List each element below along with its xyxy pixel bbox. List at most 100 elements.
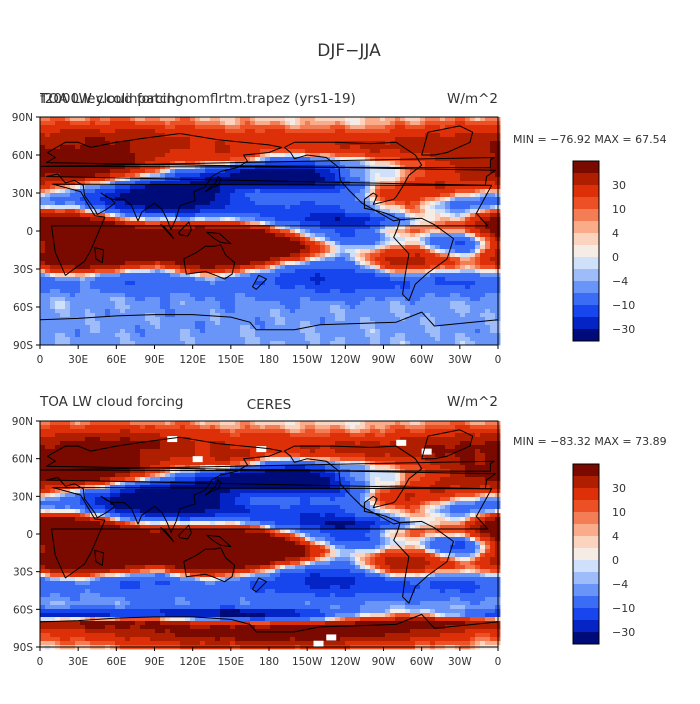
heatmap-cell [220,157,226,162]
heatmap-cell [100,125,106,130]
heatmap-cell [390,241,396,246]
heatmap-cell [100,205,106,210]
heatmap-cell [85,165,91,170]
heatmap-cell [165,245,171,250]
heatmap-cell [385,129,391,134]
heatmap-cell [475,169,481,174]
heatmap-cell [355,317,361,322]
heatmap-cell [50,197,56,202]
heatmap-cell [460,265,466,270]
heatmap-cell [225,157,231,162]
heatmap-cell [375,217,381,222]
heatmap-cell [150,249,156,254]
heatmap-cell [270,313,276,318]
heatmap-cell [250,157,256,162]
heatmap-cell [55,141,61,146]
heatmap-cell [110,241,116,246]
heatmap-cell [180,289,186,294]
heatmap-cell [55,313,61,318]
heatmap-cell [205,125,211,130]
heatmap-cell [470,121,476,126]
heatmap-cell [340,141,346,146]
heatmap-cell [105,165,111,170]
heatmap-cell [105,313,111,318]
heatmap-cell [200,125,206,130]
heatmap-cell [155,293,161,298]
heatmap-cell [225,185,231,190]
heatmap-cell [100,169,106,174]
heatmap-cell [385,173,391,178]
heatmap-cell [70,121,76,126]
heatmap-cell [55,133,61,138]
heatmap-cell [255,221,261,226]
heatmap-cell [320,273,326,278]
heatmap-cell [455,157,461,162]
heatmap-cell [310,141,316,146]
heatmap-cell [265,193,271,198]
heatmap-cell [170,161,176,166]
heatmap-cell [175,317,181,322]
heatmap-cell [90,249,96,254]
heatmap-cell [255,225,261,230]
heatmap-cell [275,157,281,162]
heatmap-cell [70,185,76,190]
heatmap-cell [375,185,381,190]
heatmap-cell [175,281,181,286]
heatmap-cell [455,261,461,266]
heatmap-cell [420,237,426,242]
heatmap-cell [80,173,86,178]
heatmap-cell [120,133,126,138]
heatmap-cell [265,209,271,214]
heatmap-cell [415,293,421,298]
heatmap-cell [85,177,91,182]
heatmap-cell [140,121,146,126]
heatmap-cell [95,245,101,250]
heatmap-cell [410,201,416,206]
heatmap-cell [275,193,281,198]
heatmap-cell [155,237,161,242]
heatmap-cell [320,257,326,262]
heatmap-cell [270,253,276,258]
heatmap-cell [155,197,161,202]
heatmap-cell [135,269,141,274]
heatmap-cell [135,157,141,162]
heatmap-cell [80,177,86,182]
heatmap-cell [65,237,71,242]
heatmap-cell [180,201,186,206]
heatmap-cell [145,193,151,198]
heatmap-cell [480,277,486,282]
heatmap-cell [40,293,46,298]
heatmap-cell [490,281,496,286]
heatmap-cell [490,309,496,314]
heatmap-cell [300,149,306,154]
heatmap-cell [445,153,451,158]
heatmap-cell [255,253,261,258]
heatmap-cell [165,141,171,146]
heatmap-cell [115,293,121,298]
heatmap-cell [435,149,441,154]
heatmap-cell [420,289,426,294]
heatmap-cell [320,281,326,286]
heatmap-cell [425,241,431,246]
heatmap-cell [415,133,421,138]
heatmap-cell [365,289,371,294]
heatmap-cell [65,221,71,226]
heatmap-cell [425,217,431,222]
heatmap-cell [380,325,386,330]
heatmap-cell [460,201,466,206]
heatmap-cell [310,225,316,230]
heatmap-cell [315,301,321,306]
heatmap-cell [350,193,356,198]
heatmap-cell [485,317,491,322]
heatmap-cell [50,137,56,142]
heatmap-cell [75,313,81,318]
heatmap-cell [255,185,261,190]
heatmap-cell [390,269,396,274]
heatmap-cell [120,317,126,322]
heatmap-cell [125,121,131,126]
heatmap-cell [160,321,166,326]
heatmap-cell [380,261,386,266]
heatmap-cell [465,125,471,130]
heatmap-cell [255,241,261,246]
heatmap-cell [120,169,126,174]
